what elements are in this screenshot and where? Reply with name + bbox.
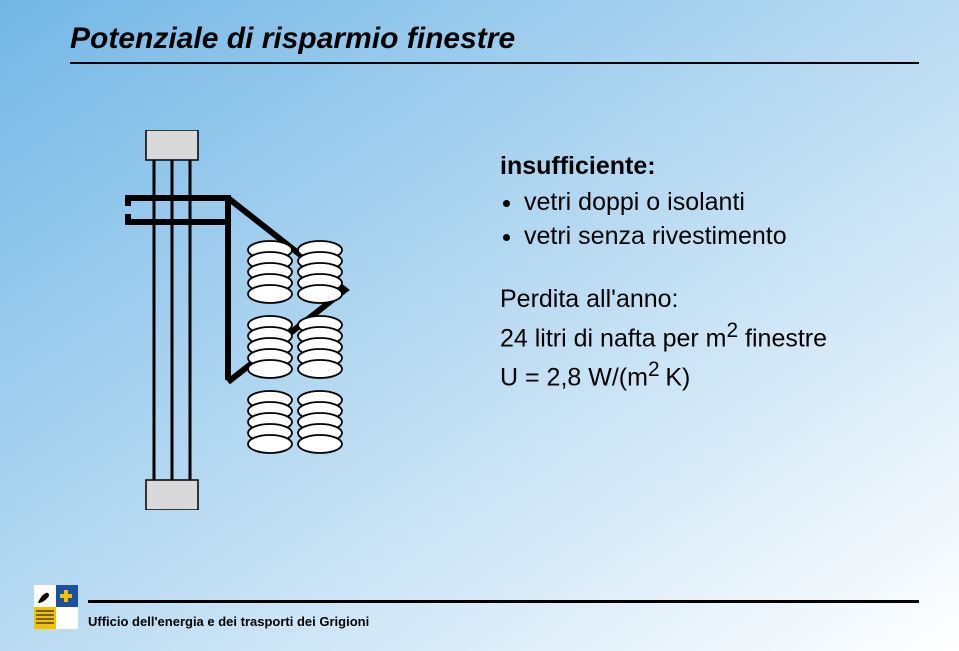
u-post: K) bbox=[665, 363, 690, 391]
bullet-list: vetri doppi o isolanti vetri senza rives… bbox=[500, 186, 827, 254]
title-rule bbox=[70, 62, 919, 64]
window-diagram bbox=[120, 130, 440, 510]
canton-logo bbox=[34, 585, 78, 629]
loss-post: finestre bbox=[738, 324, 827, 352]
bullet-item: vetri senza rivestimento bbox=[524, 220, 827, 254]
slide: Potenziale di risparmio finestre bbox=[0, 0, 959, 651]
body-heading: insufficiente: bbox=[500, 150, 827, 184]
footer-text: Ufficio dell'energia e dei trasporti dei… bbox=[88, 614, 369, 629]
content-body: insufficiente: vetri doppi o isolanti ve… bbox=[500, 150, 827, 395]
loss-label: Perdita all'anno: bbox=[500, 283, 827, 317]
u-value: U = 2,8 W/(m2 K) bbox=[500, 356, 827, 395]
footer-rule bbox=[88, 600, 919, 603]
loss-sup: 2 bbox=[727, 319, 739, 342]
u-sup: 2 bbox=[648, 358, 665, 381]
slide-title: Potenziale di risparmio finestre bbox=[70, 22, 515, 56]
loss-value: 24 litri di nafta per m2 finestre bbox=[500, 317, 827, 356]
loss-pre: 24 litri di nafta per m bbox=[500, 324, 727, 352]
u-pre: U = 2,8 W/(m bbox=[500, 363, 648, 391]
bullet-item: vetri doppi o isolanti bbox=[524, 186, 827, 220]
